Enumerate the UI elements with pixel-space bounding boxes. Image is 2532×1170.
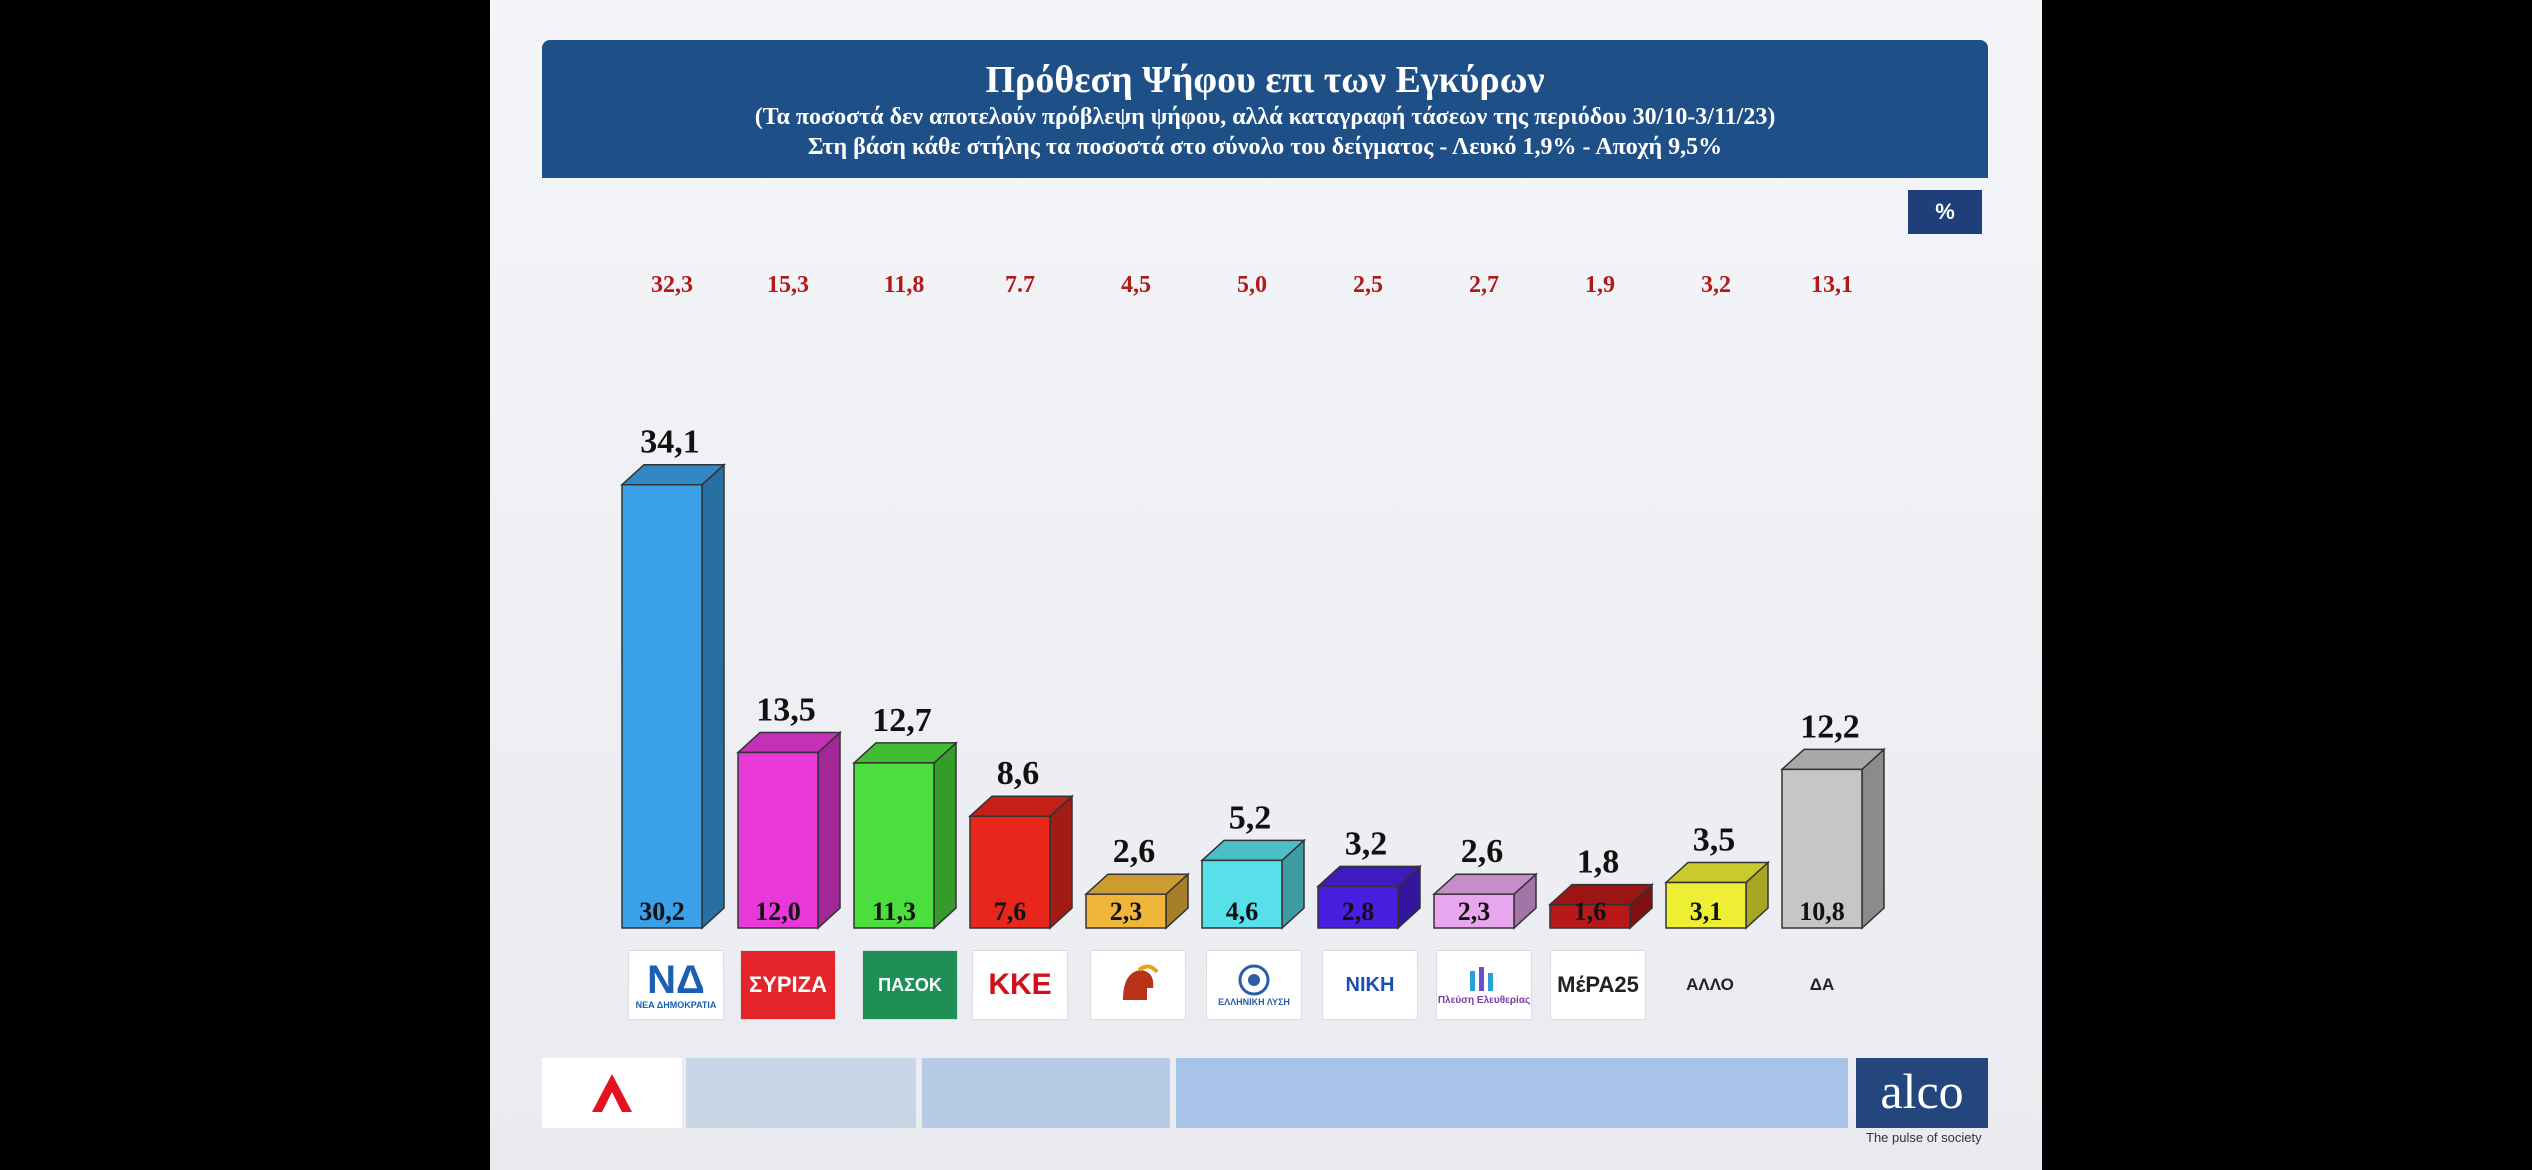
bar-value-label: 1,8 [1577, 844, 1620, 881]
previous-value-label: 15,3 [767, 272, 809, 298]
bar-value-label: 3,2 [1345, 825, 1388, 862]
footer-band-3 [1176, 1058, 1848, 1128]
alco-tagline: The pulse of society [1866, 1130, 1982, 1145]
bar-base-label: 11,3 [872, 897, 916, 926]
bar-base-label: 10,8 [1799, 897, 1845, 926]
chart-title: Πρόθεση Ψήφου επι των Εγκύρων [985, 59, 1545, 101]
elliniki-lysi-text: ΕΛΛΗΝΙΚΗ ΛΥΣΗ [1218, 997, 1290, 1007]
bar-side [933, 741, 957, 930]
bar-base-label: 3,1 [1690, 897, 1723, 926]
anews-logo [542, 1058, 682, 1128]
kke-logo: ΚΚΕ [972, 950, 1068, 1020]
mera25-logo: ΜέΡΑ25 [1550, 950, 1646, 1020]
bar-side [1861, 747, 1885, 930]
bar-base-label: 1,6 [1574, 897, 1607, 926]
previous-value-label: 2,5 [1353, 272, 1383, 298]
bar-chart: 34,1 30,2 32,3 13,5 12,0 15,3 12,7 11,3 11,8 8,6 7… [620, 272, 1886, 930]
syriza-logo: ΣΥΡΙΖΑ [740, 950, 836, 1020]
bar-value-label: 12,2 [1800, 708, 1860, 745]
bar-value-label: 12,7 [872, 702, 932, 739]
bar [1433, 893, 1515, 929]
bar [1665, 881, 1747, 929]
spartiates-logo [1090, 950, 1186, 1020]
bar-base-label: 2,8 [1342, 897, 1375, 926]
unit-label: % [1908, 190, 1982, 234]
nd-logo-text: ΝΕΑ ΔΗΜΟΚΡΑΤΙΑ [635, 1000, 717, 1010]
bar-value-label: 13,5 [756, 692, 816, 729]
previous-value-label: 7.7 [1005, 272, 1035, 298]
bar-value-label: 2,6 [1461, 833, 1504, 870]
da-label: ΔΑ [1809, 975, 1835, 994]
bar [1549, 903, 1631, 929]
bar-value-label: 5,2 [1229, 799, 1272, 836]
pasok-logo: ΠΑΣΟΚ [862, 950, 958, 1020]
bar [1085, 893, 1167, 929]
bar-base-label: 7,6 [994, 897, 1027, 926]
slide: Πρόθεση Ψήφου επι των Εγκύρων (Τα ποσοστ… [490, 0, 2042, 1170]
bar [1201, 859, 1283, 929]
chart-subtitle: (Τα ποσοστά δεν αποτελούν πρόβλεψη ψήφου… [754, 104, 1776, 130]
bar-base-label: 2,3 [1110, 897, 1143, 926]
bar-base-label: 4,6 [1226, 897, 1259, 926]
bar-base-label: 12,0 [755, 897, 801, 926]
previous-value-label: 2,7 [1469, 272, 1499, 298]
helmet-icon [1123, 964, 1159, 1000]
flag-icon [1470, 966, 1493, 991]
nd-logo-mark: ΝΔ [647, 958, 705, 1002]
bar-value-label: 8,6 [997, 755, 1040, 792]
plefsi-text: Πλεύση Ελευθερίας [1437, 994, 1531, 1006]
bar [853, 762, 935, 929]
bar-side [701, 463, 725, 930]
bar [1317, 885, 1399, 929]
bar-base-label: 30,2 [639, 897, 685, 926]
allo-label: ΑΛΛΟ [1686, 975, 1734, 994]
previous-value-label: 1,9 [1585, 272, 1615, 298]
nd-logo: ΝΔ ΝΕΑ ΔΗΜΟΚΡΑΤΙΑ [628, 950, 724, 1020]
bar [969, 815, 1051, 929]
elliniki-lysi-logo: ΕΛΛΗΝΙΚΗ ΛΥΣΗ [1206, 950, 1302, 1020]
previous-value-label: 11,8 [884, 272, 925, 298]
bar [621, 483, 703, 929]
emblem-icon [1238, 964, 1270, 996]
bar-value-label: 2,6 [1113, 833, 1156, 870]
bar-value-label: 3,5 [1693, 822, 1736, 859]
footer-band-1 [686, 1058, 916, 1128]
niki-logo: ΝΙΚΗ [1322, 950, 1418, 1020]
previous-value-label: 4,5 [1121, 272, 1151, 298]
chart-subtitle-2: Στη βάση κάθε στήλης τα ποσοστά στο σύνο… [807, 134, 1723, 160]
chart-header: Πρόθεση Ψήφου επι των Εγκύρων (Τα ποσοστ… [542, 40, 1988, 178]
previous-value-label: 5,0 [1237, 272, 1267, 298]
previous-value-label: 3,2 [1701, 272, 1731, 298]
bar-value-label: 34,1 [640, 424, 700, 461]
previous-value-label: 13,1 [1811, 272, 1853, 298]
footer-band-2 [922, 1058, 1170, 1128]
bar [737, 751, 819, 929]
bar-side [817, 730, 841, 930]
bar [1781, 768, 1863, 929]
bar-side [1049, 794, 1073, 930]
alco-logo: alco [1856, 1058, 1988, 1128]
alpha-news-icon [592, 1074, 632, 1112]
previous-value-label: 32,3 [651, 272, 693, 298]
plefsi-logo: Πλεύση Ελευθερίας [1436, 950, 1532, 1020]
bar-base-label: 2,3 [1458, 897, 1491, 926]
